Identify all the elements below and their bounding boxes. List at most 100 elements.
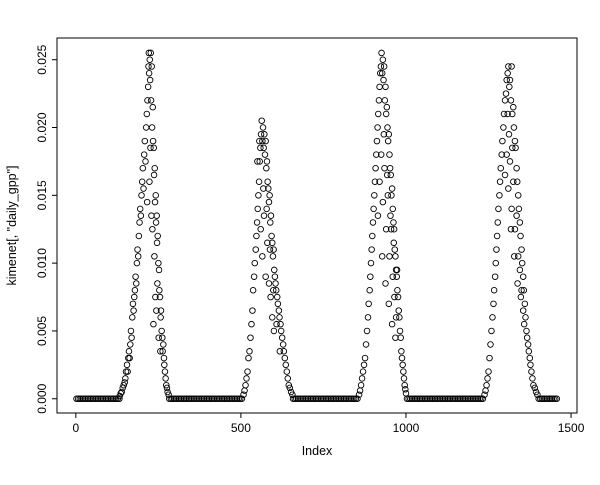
data-point (268, 232, 275, 240)
data-point (356, 387, 364, 394)
data-point (267, 293, 274, 301)
data-point (270, 287, 277, 294)
data-point (296, 395, 303, 403)
data-point (380, 131, 388, 138)
data-point (144, 83, 152, 91)
data-point (508, 63, 515, 70)
data-point (402, 390, 410, 397)
data-point (236, 395, 244, 403)
data-point (230, 395, 237, 403)
data-point (360, 361, 368, 369)
data-point (375, 97, 383, 104)
data-point (529, 375, 536, 382)
data-point (443, 395, 450, 403)
data-point (511, 137, 519, 145)
data-point (271, 273, 279, 280)
data-point (519, 307, 527, 314)
data-point (342, 395, 350, 403)
data-point (482, 387, 489, 394)
data-point (107, 395, 115, 403)
data-point (436, 395, 444, 403)
data-point (376, 70, 384, 77)
data-point (382, 110, 390, 118)
data-point (433, 395, 440, 403)
data-point (510, 124, 518, 131)
data-point (497, 164, 504, 172)
data-point (379, 198, 387, 206)
data-point (257, 225, 264, 233)
data-point (116, 392, 123, 400)
data-point (101, 395, 108, 403)
data-point (150, 320, 157, 328)
data-point (202, 395, 209, 403)
data-point (392, 314, 400, 321)
data-point (259, 124, 267, 131)
data-point (373, 151, 380, 158)
data-point (504, 70, 511, 77)
data-point (485, 368, 492, 375)
data-point (500, 124, 507, 131)
data-point (258, 117, 265, 124)
data-point (253, 232, 260, 240)
data-point (161, 368, 169, 375)
data-point (383, 171, 391, 179)
data-point (170, 395, 178, 403)
data-point (270, 266, 278, 274)
data-point (146, 56, 154, 63)
data-point (523, 334, 531, 341)
data-point (157, 307, 165, 314)
y-tick-label: 0.000 (35, 383, 49, 413)
data-point (267, 212, 275, 219)
data-point (93, 395, 100, 403)
data-point (273, 293, 281, 301)
data-point (334, 395, 341, 403)
data-point (418, 395, 426, 403)
data-point (511, 225, 519, 233)
data-point (385, 131, 393, 138)
data-point (509, 110, 516, 118)
data-point (488, 327, 495, 335)
data-point (551, 395, 559, 403)
data-point (190, 395, 198, 403)
data-point (513, 212, 520, 219)
data-point (172, 395, 180, 403)
data-point (81, 395, 88, 403)
data-point (140, 151, 148, 158)
data-point (376, 178, 383, 186)
data-point (344, 395, 351, 403)
x-tick-label: 1500 (558, 421, 585, 435)
data-point (312, 395, 320, 403)
data-point (143, 198, 151, 206)
x-tick-label: 0 (72, 421, 79, 435)
y-tick-label: 0.005 (35, 316, 49, 346)
data-point (246, 348, 253, 355)
data-point (182, 395, 190, 403)
data-point (387, 212, 394, 219)
data-point (159, 334, 166, 341)
data-point (466, 395, 473, 403)
data-point (396, 314, 403, 321)
data-point (301, 395, 308, 403)
data-point (267, 219, 274, 226)
data-point (303, 395, 310, 403)
data-point (407, 395, 414, 403)
data-point (294, 395, 302, 403)
data-point (361, 354, 369, 362)
data-point (461, 395, 468, 403)
data-point (481, 391, 488, 398)
data-point (233, 395, 241, 403)
data-point (240, 391, 247, 398)
data-point (374, 212, 382, 219)
data-point (493, 232, 501, 240)
data-point (390, 219, 397, 226)
data-point (499, 137, 506, 145)
data-point (527, 361, 534, 369)
data-point (265, 280, 273, 287)
data-point (332, 395, 340, 403)
data-point (522, 314, 529, 321)
data-point (498, 151, 505, 158)
data-point (516, 266, 524, 274)
data-point (272, 287, 280, 294)
data-point (118, 388, 125, 396)
